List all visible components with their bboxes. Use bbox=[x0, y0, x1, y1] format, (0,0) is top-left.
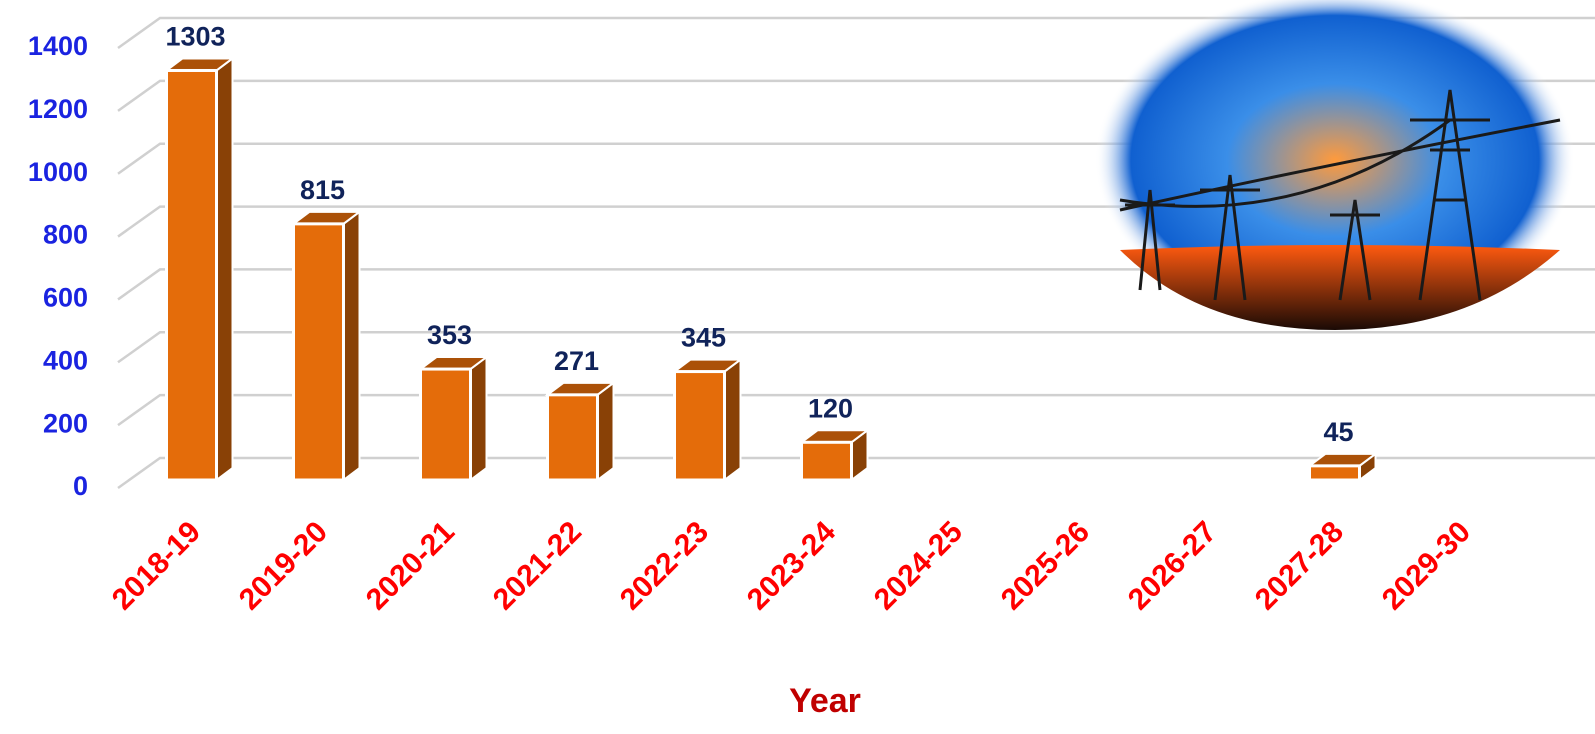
grid-line bbox=[117, 456, 1595, 490]
bar-front bbox=[673, 370, 726, 482]
x-tick-label: 2027-28 bbox=[1249, 515, 1350, 616]
bar-front bbox=[419, 367, 472, 482]
y-tick-label: 600 bbox=[43, 283, 88, 313]
bar-front bbox=[165, 68, 218, 482]
grid-line bbox=[117, 268, 1595, 301]
bar-front bbox=[800, 440, 853, 482]
bar-front bbox=[546, 393, 599, 482]
bar bbox=[544, 380, 617, 482]
x-tick-label: 2029-30 bbox=[1376, 515, 1477, 616]
grid-line bbox=[117, 331, 1595, 364]
value-label: 1303 bbox=[165, 22, 225, 52]
y-tick-label: 800 bbox=[43, 220, 88, 250]
bar bbox=[290, 209, 363, 482]
bar-front bbox=[292, 222, 345, 482]
bar-side bbox=[596, 380, 615, 482]
x-tick-label: 2018-19 bbox=[106, 515, 207, 616]
bar-side bbox=[723, 357, 742, 482]
bar-side bbox=[469, 355, 488, 482]
bar-side bbox=[215, 56, 234, 482]
x-tick-label: 2025-26 bbox=[995, 515, 1096, 616]
bar bbox=[671, 357, 744, 482]
value-label: 271 bbox=[554, 346, 599, 376]
grid-line bbox=[117, 393, 1595, 427]
x-tick-label: 2021-22 bbox=[487, 515, 588, 616]
x-tick-label: 2020-21 bbox=[360, 515, 461, 616]
y-tick-label: 1000 bbox=[28, 157, 88, 187]
photo bbox=[1095, 0, 1575, 330]
value-label: 120 bbox=[808, 393, 853, 423]
x-tick-label: 2023-24 bbox=[741, 515, 842, 616]
x-axis-title: Year bbox=[789, 682, 861, 720]
bar-side bbox=[342, 209, 361, 482]
y-tick-label: 1200 bbox=[28, 94, 88, 124]
value-label: 345 bbox=[681, 323, 726, 353]
bar bbox=[1306, 451, 1379, 482]
x-tick-label: 2019-20 bbox=[233, 515, 334, 616]
x-tick-label: 2022-23 bbox=[614, 515, 715, 616]
grid-line bbox=[117, 79, 1595, 112]
y-tick-label: 400 bbox=[43, 345, 88, 375]
value-label: 45 bbox=[1323, 417, 1353, 447]
bar bbox=[417, 355, 490, 482]
y-tick-label: 200 bbox=[43, 408, 88, 438]
grid-line bbox=[117, 16, 1595, 50]
bar bbox=[163, 56, 236, 482]
value-label: 815 bbox=[300, 175, 345, 205]
x-tick-label: 2024-25 bbox=[868, 515, 969, 616]
bar bbox=[798, 428, 871, 482]
y-tick-label: 0 bbox=[73, 471, 88, 501]
value-label: 353 bbox=[427, 320, 472, 350]
bar-front bbox=[1308, 464, 1361, 482]
y-tick-label: 1400 bbox=[28, 31, 88, 61]
x-tick-label: 2026-27 bbox=[1122, 515, 1223, 616]
